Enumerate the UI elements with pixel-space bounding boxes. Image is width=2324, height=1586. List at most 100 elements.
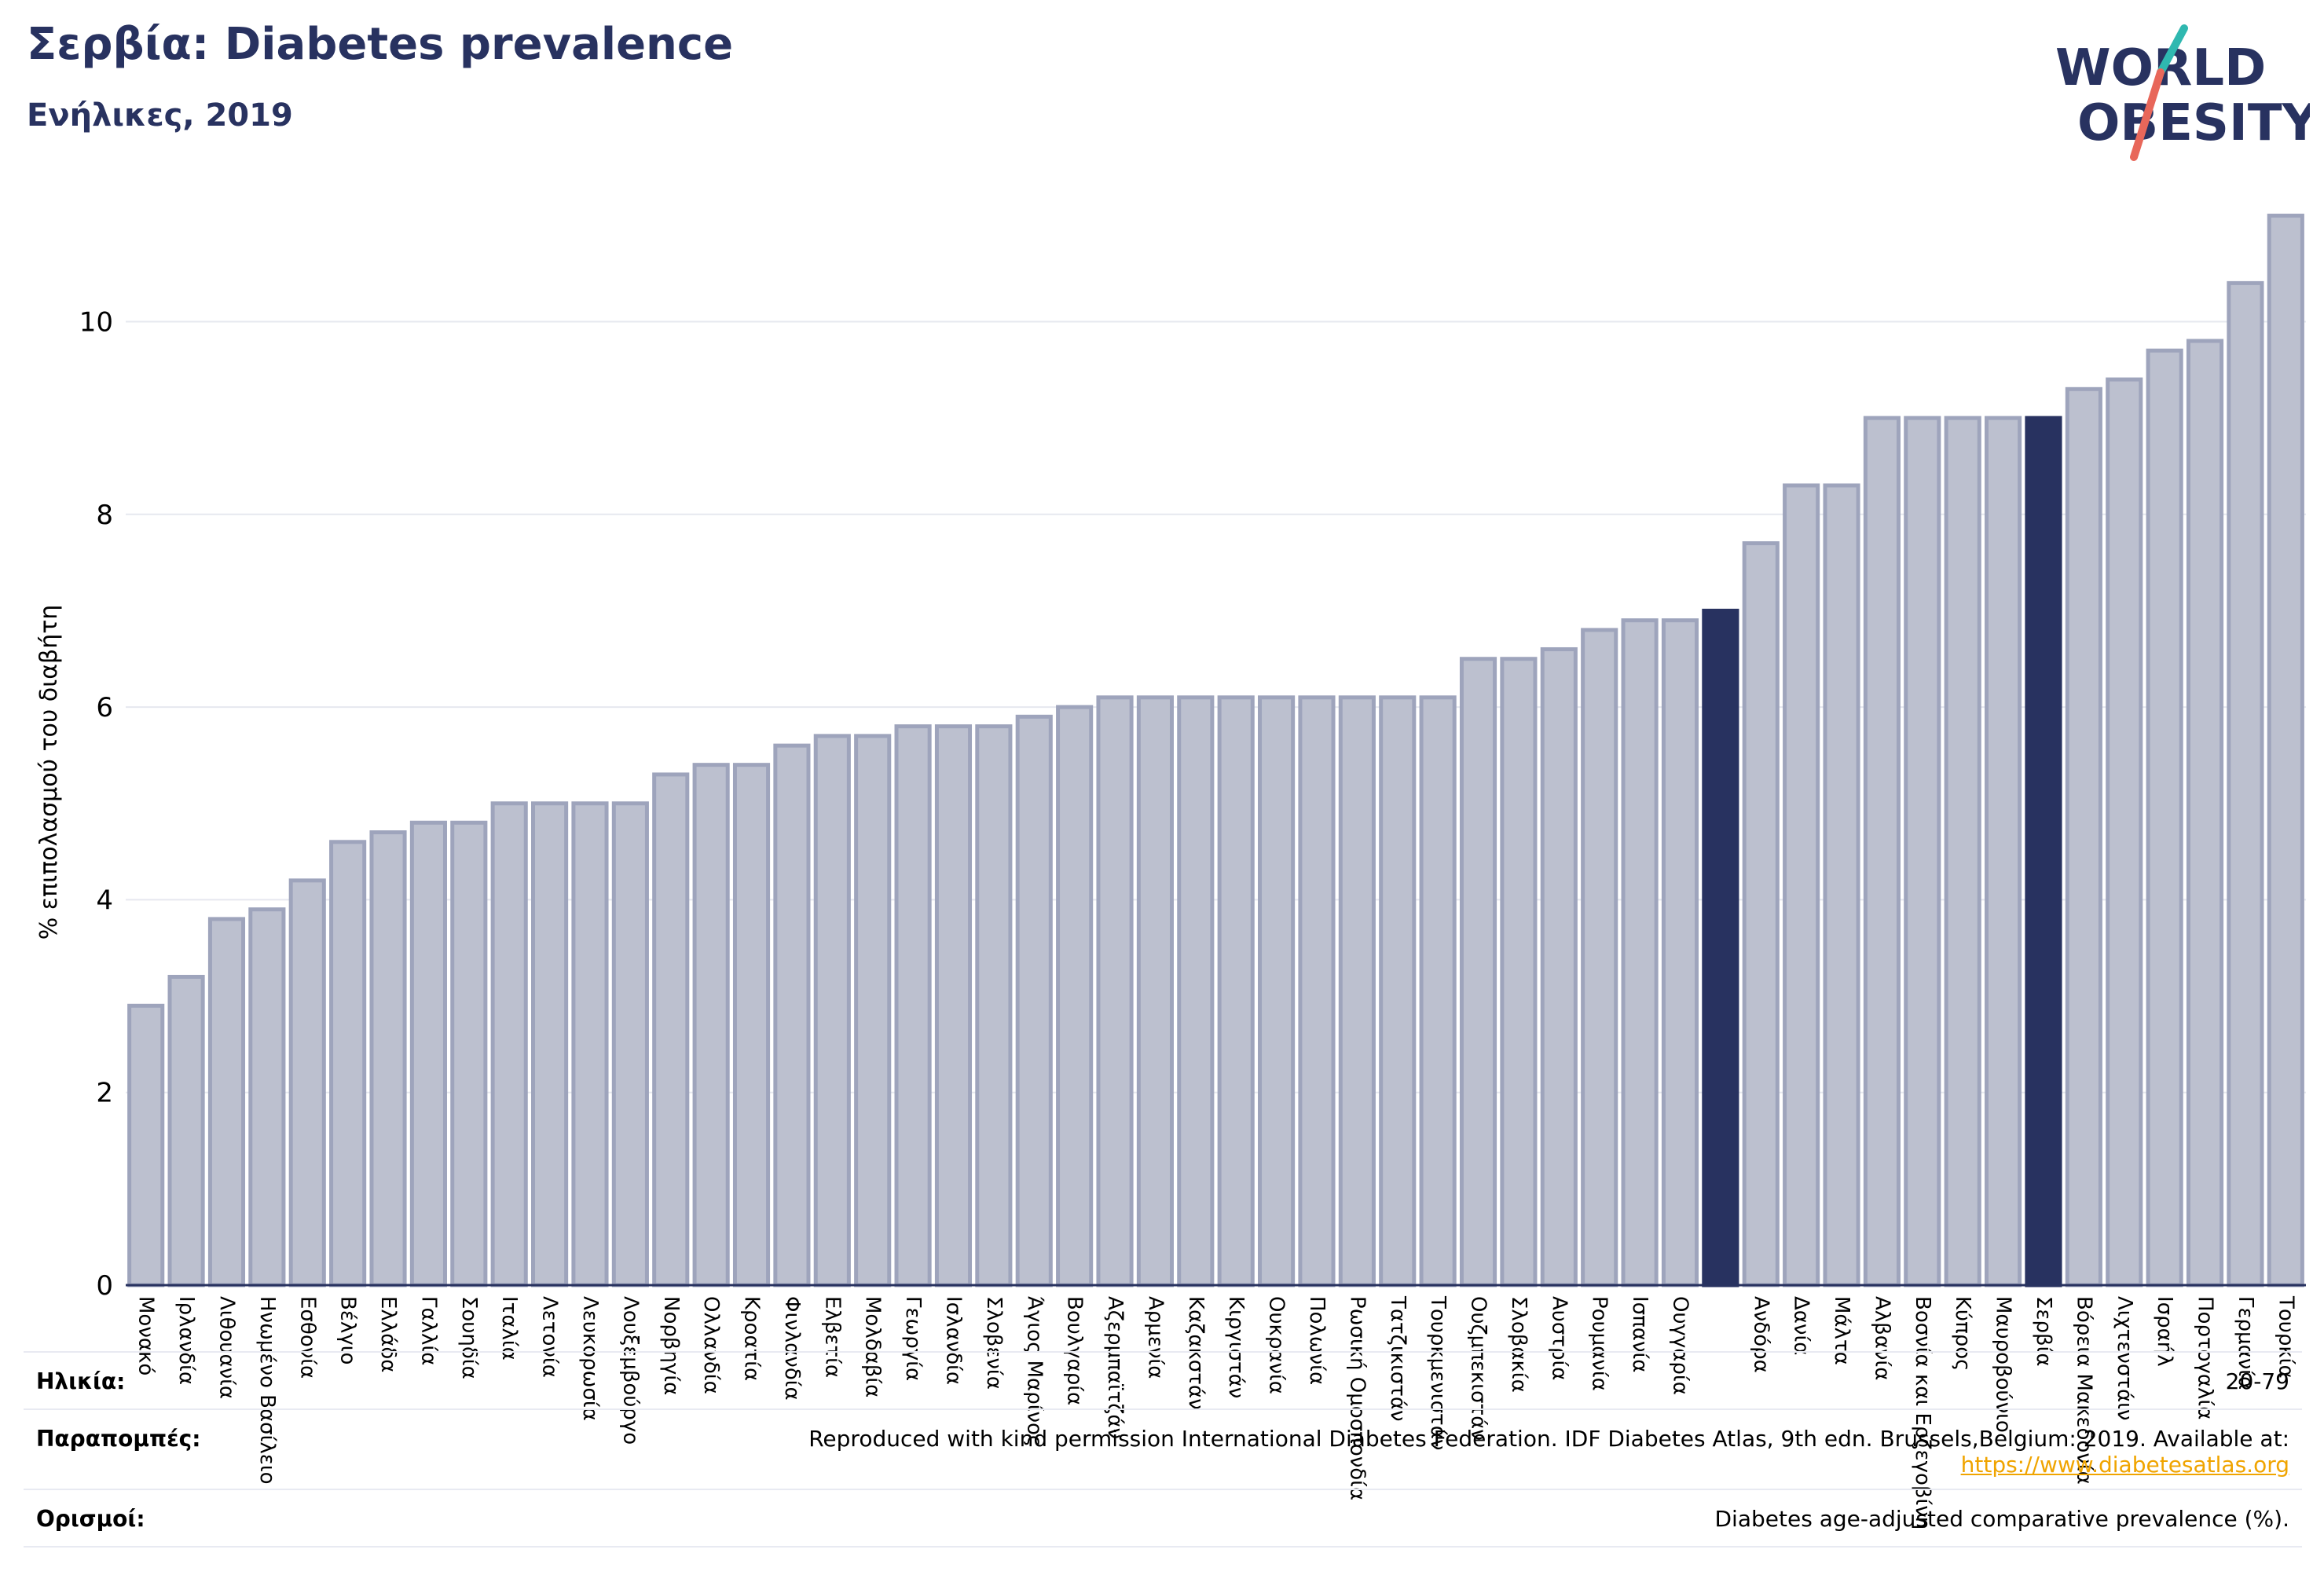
bar [2227, 280, 2264, 1287]
x-tick-label: Φινλανδία [780, 1296, 804, 1401]
x-tick-label: Ελβετία [820, 1296, 844, 1378]
x-tick-label: Ιταλία [497, 1296, 521, 1361]
x-tick-label: Πορτογαλία [2194, 1296, 2217, 1419]
x-tick-label: Ολλανδία [699, 1296, 723, 1394]
bar [2186, 339, 2224, 1287]
bar [1136, 695, 1174, 1287]
bar [1540, 646, 1578, 1287]
bars [127, 214, 2304, 1287]
y-tick-label: 0 [96, 1270, 113, 1302]
x-tick-label: Εσθονία [295, 1296, 319, 1379]
x-tick-label: Βέλγιο [336, 1296, 360, 1364]
bar [2065, 386, 2102, 1287]
bar [1379, 695, 1417, 1287]
x-tick-label: Ουκρανία [1265, 1296, 1288, 1394]
bar [2025, 416, 2062, 1287]
y-tick-label: 4 [96, 885, 113, 916]
x-tick-label: Κιργιστάν [1224, 1296, 1248, 1398]
bar [1258, 695, 1296, 1287]
x-tick-label: Μολδαβία [861, 1296, 885, 1397]
bar [1056, 705, 1094, 1287]
bar [1783, 483, 1820, 1287]
x-tick-label: Λετονία [538, 1296, 562, 1378]
page-title: Σερβία: Diabetes prevalence [27, 19, 734, 70]
x-tick-label: Γαλλία [416, 1296, 440, 1365]
bar [611, 801, 649, 1287]
x-tick-label: Νορβηγία [659, 1296, 683, 1395]
x-tick-label: Καζακστάν [1184, 1296, 1208, 1410]
bar [207, 917, 246, 1287]
x-tick-label: Ισπανία [1628, 1296, 1651, 1372]
diabetes-atlas-link[interactable]: https://www.diabetesatlas.org [1960, 1452, 2289, 1478]
y-tick-label: 10 [79, 306, 113, 338]
bar [1177, 695, 1215, 1287]
x-tick-label: Μονακό [134, 1296, 158, 1375]
footer-divider [24, 1489, 2302, 1490]
x-tick-label: Μαυροβούνιο [1992, 1296, 2015, 1433]
bar [571, 801, 609, 1287]
bar [2267, 214, 2304, 1287]
x-tick-label: Ρωσική Ομοσπονδία [1345, 1296, 1369, 1500]
x-tick-label: Πολωνία [1305, 1296, 1329, 1385]
world-obesity-logo: WORLD OBESITY [2055, 24, 2310, 161]
x-tick-label: Σλοβακία [1507, 1296, 1530, 1393]
footer-age-value: 20-79 [2225, 1368, 2289, 1394]
x-tick-label: Αυστρία [1547, 1296, 1571, 1380]
bar [1338, 695, 1376, 1287]
x-tick-label: Κροατία [740, 1296, 764, 1381]
bar [732, 763, 771, 1287]
page-subtitle: Ενήλικες, 2019 [27, 97, 293, 134]
footer-refs-text: Reproduced with kind permission Internat… [808, 1426, 2289, 1452]
x-tick-label: Αλβανία [1870, 1296, 1893, 1380]
bar [1904, 416, 1941, 1287]
x-tick-label: Αζερμπαϊτζάν [1103, 1296, 1127, 1439]
bar [1823, 483, 1860, 1287]
bar [854, 734, 892, 1287]
bar [773, 743, 811, 1287]
logo-slash-teal [2157, 24, 2188, 76]
x-tick-label: Τουρκμενιστάν [1426, 1295, 1450, 1450]
x-tick-label: Ουγγαρία [1668, 1296, 1692, 1395]
x-tick-label: Λουξεμβούργο [618, 1296, 642, 1445]
x-tick-label: Αρμενία [1143, 1296, 1167, 1379]
footer-divider [24, 1408, 2302, 1410]
bar [934, 724, 973, 1287]
bar [652, 772, 690, 1287]
x-tick-label: Βοσνία και Ερζεγοβίνη [1911, 1296, 1934, 1529]
bar [2146, 348, 2183, 1287]
bar [813, 734, 851, 1287]
y-tick-label: 2 [96, 1078, 113, 1109]
bar [1459, 657, 1497, 1287]
bar [1217, 695, 1255, 1287]
y-tick-label: 6 [96, 692, 113, 723]
footer-defs-label: Ορισμοί: [36, 1506, 145, 1532]
x-tick-label: Λευκορωσία [578, 1296, 602, 1421]
bar [1581, 628, 1618, 1287]
x-tick-label: Λιχτενστάιν [2113, 1296, 2136, 1420]
footer-refs-block: Reproduced with kind permission Internat… [808, 1426, 2289, 1478]
footer-refs-label: Παραπομπές: [36, 1426, 201, 1452]
y-tick-label: 8 [96, 500, 113, 531]
logo-slash-red [2130, 68, 2165, 161]
bar [1015, 714, 1053, 1287]
x-tick-label: Ανδόρα [1749, 1296, 1772, 1373]
bar [975, 724, 1013, 1287]
x-tick-label: Σερβία [2032, 1296, 2055, 1367]
bar [531, 801, 569, 1287]
footer-age-label: Ηλικία: [36, 1368, 126, 1394]
footer-defs-value: Diabetes age-adjusted comparative preval… [1714, 1506, 2290, 1532]
bar [1500, 657, 1538, 1287]
footer-divider [24, 1351, 2302, 1353]
bar [288, 878, 326, 1287]
bar [450, 820, 488, 1287]
bar [894, 724, 932, 1287]
x-tick-label: Τατζικιστάν [1386, 1295, 1409, 1422]
y-axis-label: % επιπολασμού του διαβήτη [35, 605, 63, 940]
bar [1985, 416, 2022, 1287]
y-tick-labels: 0 2 4 6 8 10 [79, 306, 113, 1302]
x-tick-label: Βόρεια Μακεδονία [2072, 1296, 2095, 1485]
x-tick-label: Ισλανδία [941, 1296, 965, 1385]
footer-divider [24, 1546, 2302, 1548]
bar [409, 820, 447, 1287]
